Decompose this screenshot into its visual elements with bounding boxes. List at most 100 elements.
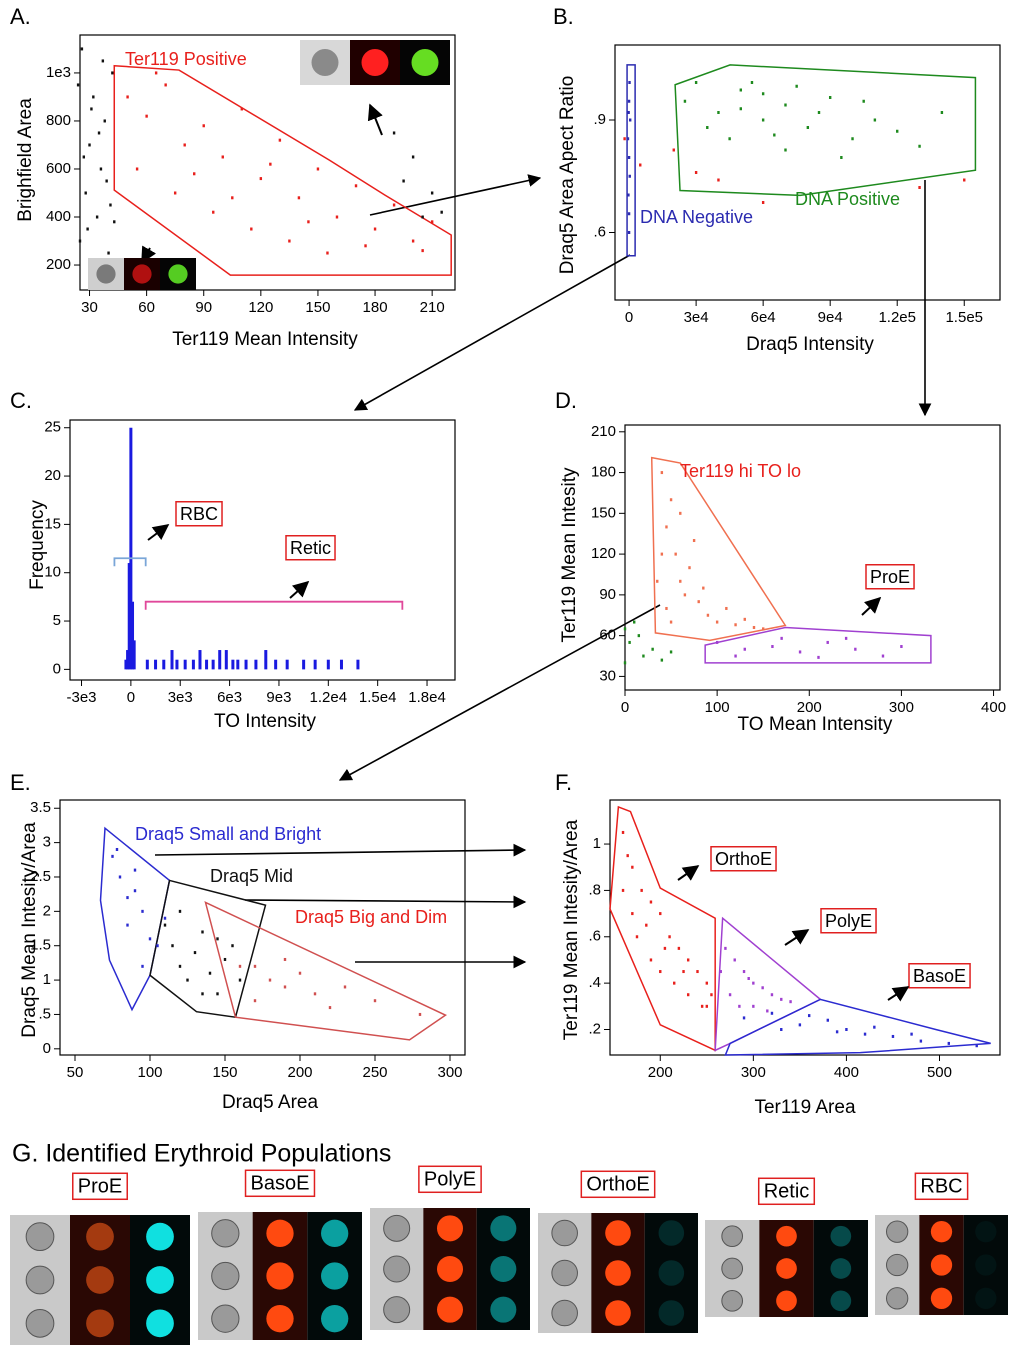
x-tick-label: 6e4 [751,309,776,326]
point [761,201,765,204]
bar [154,659,158,670]
point [761,92,765,96]
y-tick-label: 150 [591,504,616,521]
cell-ter119 [266,1219,294,1247]
point [637,634,641,638]
point [111,854,114,858]
image-cyan [813,1220,868,1317]
point [669,620,673,624]
y-tick-label: 15 [44,515,61,532]
point [621,888,625,892]
cell-bf [383,1296,411,1324]
point [411,239,415,243]
point [278,138,282,142]
cell-ter119 [266,1262,294,1290]
inset-cell [311,49,339,76]
bar [127,563,131,670]
point [639,163,642,167]
bar [236,659,240,670]
point [186,978,189,982]
x-axis-label: TO Intensity [214,711,317,732]
point [739,107,743,111]
y-tick-label: 1.5 [30,937,51,954]
point [918,186,921,189]
population-label-box [580,1170,656,1199]
point [440,210,443,214]
annotation: Draq5 Small and Bright [135,824,321,844]
x-tick-label: 150 [212,1064,237,1081]
cell-bf [551,1219,578,1247]
y-tick-label: 60 [599,627,616,644]
x-tick-label: 50 [67,1064,84,1081]
point [633,620,636,624]
annotation: OrthoE [715,849,772,869]
x-tick-label: 9e3 [266,689,291,706]
y-tick-label: 210 [591,423,616,440]
x-tick-label: 200 [287,1064,312,1081]
population-label: BasoE [251,1172,310,1194]
point [844,636,848,640]
x-tick-label: 400 [834,1064,859,1081]
x-tick-label: 6e3 [217,689,242,706]
bar [326,659,330,670]
cell-bf [211,1261,240,1291]
point [761,118,765,122]
point [881,654,885,658]
point [231,196,234,200]
panel-arrows [154,174,932,969]
point [798,650,802,654]
point [253,999,257,1003]
cell-bf [886,1220,909,1243]
x-tick-label: 400 [981,699,1006,716]
point [156,944,159,948]
point [216,992,219,996]
cell-ter119 [930,1221,953,1243]
point [840,156,843,159]
x-tick-label: 0 [127,689,135,706]
y-tick-label: .4 [588,974,601,991]
bar [313,659,317,670]
point [665,606,668,610]
bar [211,659,215,670]
point [86,227,89,231]
point [660,471,664,475]
point [88,143,91,147]
point [817,655,820,659]
point [164,83,167,87]
annotation: Ter119 hi TO lo [680,461,801,481]
cell-bf [886,1287,909,1310]
point [686,958,690,962]
point [739,88,743,92]
point [683,593,687,597]
point [835,1030,839,1034]
x-tick-label: 100 [137,1064,162,1081]
panel: A. 30 60 90 120 150 180 210 200 400 600 800 1e3 Ter11… [10,4,456,350]
annotation-arrow [861,596,882,616]
cell-bf [886,1253,909,1277]
point [692,539,696,543]
cell-draq5 [490,1296,517,1323]
bar [175,659,179,670]
point [430,220,434,224]
y-tick-label: .9 [593,111,606,128]
y-tick-label: 0 [43,1040,51,1057]
population-label: ProE [78,1175,122,1197]
cell-ter119 [605,1300,631,1326]
x-tick-label: 150 [305,299,330,316]
point [364,244,367,248]
bar [129,427,133,670]
point [873,1025,876,1029]
y-tick-label: 200 [46,256,71,273]
cell-bf [211,1304,240,1333]
y-tick-label: 1 [593,835,601,852]
x-tick-label: 3e4 [684,309,709,326]
point [163,923,167,927]
point [700,1004,704,1008]
panel-letter: C. [10,388,32,413]
x-tick-label: 60 [138,299,155,316]
point [682,970,685,974]
y-tick-label: 30 [599,667,616,684]
point [743,647,746,651]
x-tick-label: -3e3 [67,689,97,706]
